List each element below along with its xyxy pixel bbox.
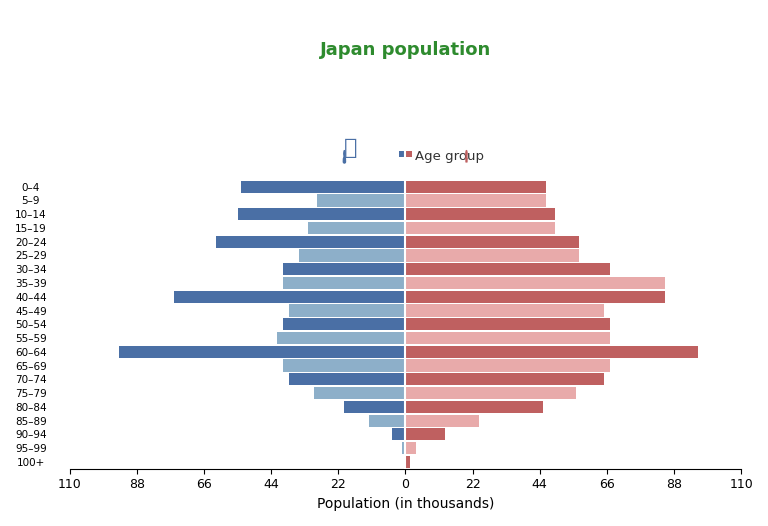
Text: Age group: Age group bbox=[415, 150, 484, 163]
Bar bbox=[277, 332, 406, 344]
X-axis label: Population (in thousands): Population (in thousands) bbox=[316, 497, 494, 511]
Bar bbox=[406, 346, 698, 358]
Bar bbox=[240, 180, 406, 193]
Bar bbox=[314, 387, 406, 399]
Circle shape bbox=[466, 150, 467, 155]
Bar bbox=[406, 180, 546, 193]
Bar bbox=[290, 305, 406, 317]
Bar bbox=[406, 305, 604, 317]
Bar bbox=[406, 277, 665, 289]
Bar bbox=[369, 414, 406, 427]
Text: 🚶: 🚶 bbox=[344, 138, 357, 158]
FancyBboxPatch shape bbox=[466, 158, 467, 162]
Bar bbox=[283, 318, 406, 330]
Bar bbox=[406, 401, 543, 413]
Bar bbox=[237, 208, 406, 220]
Bar bbox=[406, 291, 665, 303]
Bar bbox=[344, 401, 406, 413]
Bar bbox=[118, 346, 406, 358]
Bar bbox=[406, 359, 610, 371]
Bar bbox=[406, 428, 445, 440]
Bar bbox=[406, 222, 555, 234]
Bar bbox=[406, 236, 579, 248]
Bar bbox=[406, 414, 478, 427]
FancyBboxPatch shape bbox=[344, 153, 345, 159]
Bar bbox=[406, 332, 610, 344]
Bar bbox=[406, 208, 555, 220]
Bar bbox=[406, 249, 579, 261]
Bar bbox=[317, 195, 406, 207]
Bar bbox=[174, 291, 406, 303]
Bar bbox=[404, 456, 406, 468]
Bar bbox=[402, 442, 406, 454]
Bar bbox=[406, 263, 610, 275]
Circle shape bbox=[344, 150, 345, 155]
Bar bbox=[399, 151, 406, 157]
Bar bbox=[283, 277, 406, 289]
Bar bbox=[406, 373, 604, 386]
Title: Japan population: Japan population bbox=[319, 42, 491, 59]
Bar bbox=[290, 373, 406, 386]
Bar bbox=[406, 442, 416, 454]
Bar bbox=[406, 387, 576, 399]
Bar bbox=[308, 222, 406, 234]
Bar bbox=[217, 236, 406, 248]
Bar bbox=[299, 249, 406, 261]
Bar bbox=[406, 456, 410, 468]
FancyBboxPatch shape bbox=[466, 153, 467, 159]
Bar bbox=[392, 428, 406, 440]
Bar bbox=[283, 359, 406, 371]
Bar bbox=[406, 195, 546, 207]
Bar bbox=[283, 263, 406, 275]
Bar bbox=[406, 318, 610, 330]
Bar bbox=[406, 151, 412, 157]
